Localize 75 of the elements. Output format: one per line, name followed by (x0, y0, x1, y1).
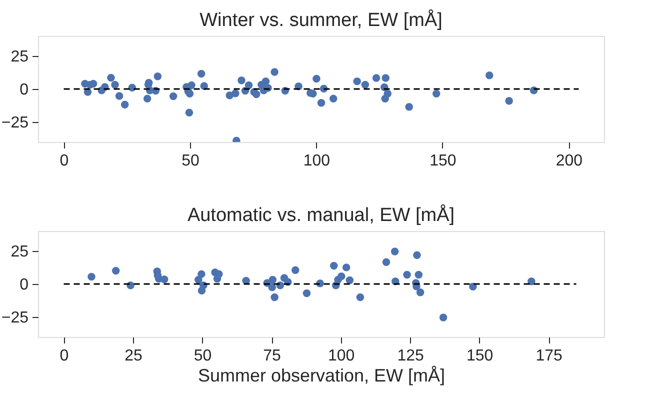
point (268, 283, 276, 292)
x-tick-label: 0 (60, 152, 69, 170)
y-tick-label: −25 (1, 310, 29, 327)
point (292, 266, 300, 274)
x-tick-label: 150 (466, 348, 494, 364)
y-tick-label: 0 (20, 276, 29, 294)
point (143, 94, 152, 103)
point (302, 289, 311, 298)
point (416, 288, 424, 296)
point (405, 103, 413, 111)
point (238, 76, 246, 84)
point (270, 68, 278, 76)
point (185, 108, 194, 116)
point (356, 293, 364, 302)
point (262, 77, 270, 86)
x-tick-label: 50 (182, 152, 200, 170)
point (413, 251, 421, 259)
point (390, 248, 399, 256)
x-tick-label: 100 (328, 348, 355, 364)
point (188, 81, 196, 90)
point (232, 90, 240, 98)
point (120, 100, 129, 108)
point (312, 74, 320, 83)
point (317, 99, 326, 107)
point (268, 276, 277, 284)
point (169, 92, 178, 100)
point (342, 264, 350, 272)
point (361, 80, 370, 89)
point (88, 272, 96, 281)
chart-title: Automatic vs. manual, EW [mÅ] (187, 204, 455, 226)
point (346, 276, 354, 284)
point (337, 272, 346, 280)
point (154, 72, 162, 80)
point (372, 74, 380, 82)
point (403, 270, 411, 279)
x-tick-label: 125 (397, 348, 424, 364)
x-axis-title: Summer observation, EW [mÅ] (198, 366, 446, 386)
point (382, 74, 390, 82)
point (381, 94, 389, 103)
point (486, 71, 494, 80)
point (107, 74, 115, 82)
x-tick-label: 100 (303, 152, 330, 170)
y-tick-label: 25 (10, 243, 29, 260)
y-tick-label: −25 (1, 114, 29, 132)
x-tick-label: 200 (556, 152, 583, 170)
point (197, 70, 206, 78)
point (115, 92, 124, 100)
point (439, 314, 448, 322)
point (432, 90, 440, 98)
point (160, 275, 168, 284)
point (198, 270, 206, 278)
point (111, 80, 119, 89)
point (469, 282, 477, 291)
point (414, 270, 423, 279)
x-tick-label: 150 (430, 152, 456, 170)
point (186, 90, 194, 98)
x-tick-label: 75 (263, 348, 282, 364)
point (330, 262, 338, 270)
point (528, 277, 536, 286)
point (112, 266, 120, 275)
chart-title: Winter vs. summer, EW [mÅ] (200, 9, 442, 31)
y-tick-label: 25 (10, 48, 29, 66)
point (329, 94, 338, 103)
point (505, 97, 513, 105)
x-tick-label: 175 (536, 348, 563, 364)
point (198, 286, 206, 294)
x-tick-label: 50 (194, 348, 212, 364)
point (382, 258, 390, 266)
point (353, 77, 361, 86)
y-tick-label: 0 (20, 82, 29, 98)
point (252, 90, 260, 98)
x-tick-label: 25 (124, 348, 143, 364)
point (270, 293, 278, 302)
x-tick-label: 0 (60, 348, 69, 364)
point (244, 81, 253, 90)
